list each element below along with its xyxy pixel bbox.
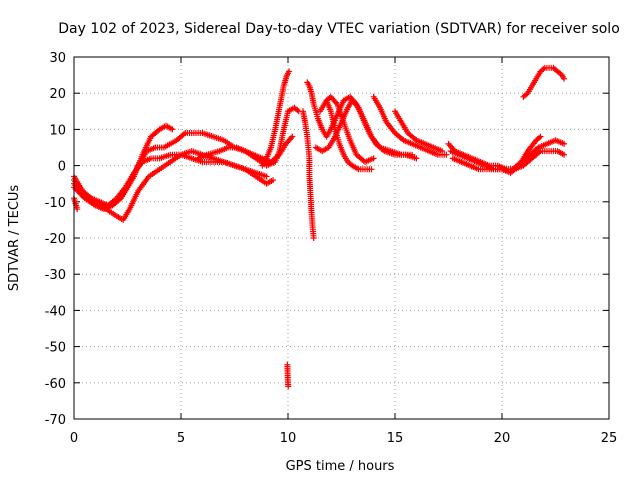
- data-point: [439, 148, 446, 155]
- series-track-7: [259, 68, 293, 169]
- y-tick-label: -60: [45, 377, 66, 392]
- series-track-9: [299, 108, 317, 241]
- data-point: [169, 126, 176, 133]
- data-points: [71, 64, 568, 390]
- data-point: [310, 235, 317, 241]
- x-ticks: 0 5 10 15 20 25: [70, 57, 617, 446]
- series-track-5: [71, 195, 81, 213]
- plot-frame: [73, 56, 610, 420]
- data-point: [286, 68, 293, 75]
- x-tick-label: 15: [387, 431, 404, 446]
- series-track-14: [370, 93, 450, 158]
- y-tick-label: -20: [45, 232, 66, 247]
- y-tick-label: 30: [49, 51, 66, 66]
- data-point: [289, 133, 296, 140]
- data-point: [409, 151, 416, 158]
- data-point: [561, 151, 568, 158]
- x-tick-label: 20: [494, 431, 511, 446]
- data-point: [74, 206, 81, 213]
- series-track-13: [323, 97, 375, 173]
- series-track-6: [195, 133, 296, 165]
- y-tick-label: 20: [49, 87, 66, 102]
- y-tick-label: 10: [49, 123, 66, 138]
- data-point: [537, 133, 544, 140]
- series-track-15: [392, 108, 446, 155]
- chart-title: Day 102 of 2023, Sidereal Day-to-day VTE…: [58, 21, 620, 37]
- x-tick-label: 0: [70, 431, 78, 446]
- series-track-19: [520, 64, 568, 100]
- series-track-4: [71, 148, 270, 223]
- x-tick-label: 25: [601, 431, 618, 446]
- y-tick-label: -70: [45, 413, 66, 428]
- data-point: [561, 75, 568, 82]
- data-point: [561, 140, 568, 147]
- data-point: [368, 166, 375, 173]
- y-tick-label: -40: [45, 304, 66, 319]
- data-point: [263, 173, 270, 180]
- y-tick-label: -50: [45, 341, 66, 356]
- y-axis-label: SDTVAR / TECUs: [7, 185, 22, 292]
- data-point: [370, 155, 377, 162]
- data-point: [413, 155, 420, 162]
- x-axis-label: GPS time / hours: [286, 459, 395, 474]
- data-point: [443, 151, 450, 158]
- series-track-12: [317, 93, 377, 165]
- data-point: [270, 177, 277, 184]
- x-tick-label: 10: [280, 431, 297, 446]
- y-tick-label: -10: [45, 196, 66, 211]
- series-track-18: [449, 137, 568, 173]
- y-tick-label: -30: [45, 268, 66, 283]
- data-point: [285, 383, 292, 390]
- y-tick-label: 0: [58, 160, 66, 175]
- series-track-8: [284, 361, 292, 390]
- x-tick-label: 5: [177, 431, 185, 446]
- y-ticks: 30 20 10 0 -10 -20 -30 -40 -50 -60 -70: [45, 51, 609, 428]
